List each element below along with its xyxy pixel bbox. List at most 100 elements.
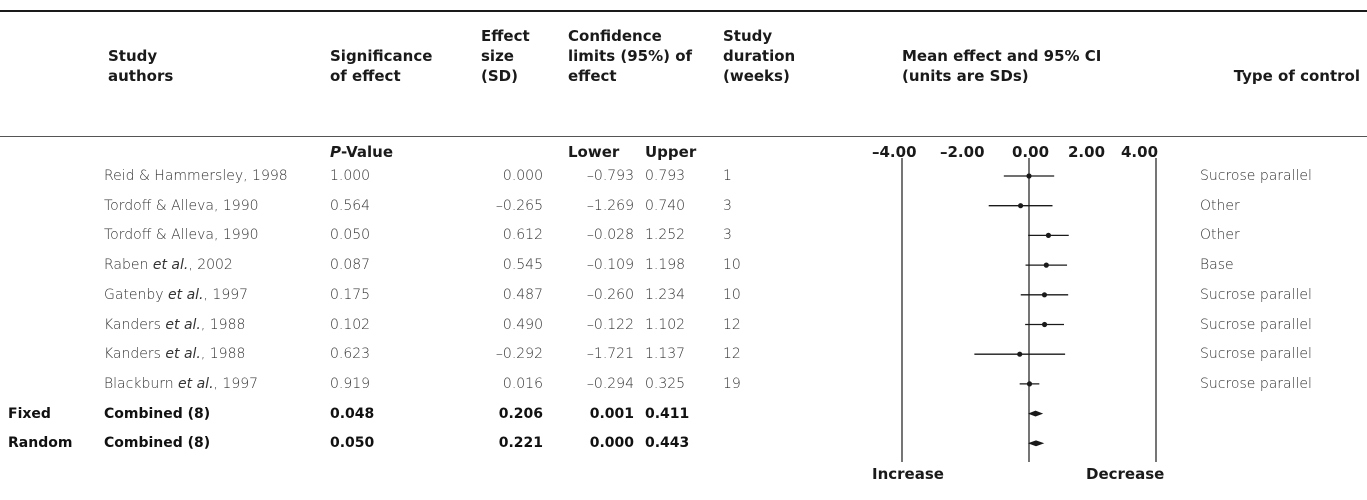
top-rule [0,10,1367,12]
row-duration: 10 [723,286,741,303]
row-upper: 1.137 [645,346,686,363]
row-prefix: Fixed [8,405,51,422]
row-pvalue: 0.175 [330,286,371,303]
row-upper: 0.443 [645,435,690,452]
row-lower: –0.294 [586,375,634,392]
row-effect-size: 0.490 [502,316,543,333]
row-duration: 3 [723,197,732,214]
axis-tick-label: –2.00 [940,143,985,161]
axis-tick-label: 0.00 [1012,143,1050,161]
row-control: Sucrose parallel [1200,346,1312,363]
row-duration: 12 [723,346,741,363]
row-duration: 1 [723,168,732,184]
header-significance: Significance of effect [330,47,433,85]
subheader-pvalue: P-Value [330,143,393,161]
row-pvalue: 0.087 [330,257,371,274]
row-author: Tordoff & Alleva, 1990 [104,197,259,214]
row-effect-size: 0.487 [502,286,543,303]
axis-tick-label: –4.00 [872,143,917,161]
et-al: et al. [165,316,201,333]
row-duration: 10 [723,257,741,274]
header-rule [0,136,1367,137]
effect-point [1026,381,1033,387]
row-pvalue: 0.048 [330,405,375,422]
axis-tick-label: 2.00 [1068,143,1106,161]
row-effect-size: 0.016 [502,375,543,392]
row-upper: 0.740 [645,197,686,214]
row-control: Sucrose parallel [1200,316,1312,333]
row-control: Sucrose parallel [1200,375,1312,392]
effect-point [1041,292,1048,298]
row-upper: 1.102 [645,316,686,333]
row-author: Kanders et al., 1988 [104,316,246,333]
subheader-lower: Lower [568,143,620,161]
row-author: Blackburn et al., 1997 [104,375,259,392]
row-pvalue: 0.050 [330,227,371,244]
header-effect-size: Effect size (SD) [481,27,530,85]
effect-point [1043,262,1049,268]
effect-point [1017,203,1024,209]
row-effect-size: –0.292 [495,346,543,363]
row-lower: –0.109 [586,257,634,274]
row-duration: 3 [723,227,732,244]
row-pvalue: 0.050 [330,435,375,452]
row-author: Reid & Hammersley, 1998 [104,168,288,184]
row-lower: –0.260 [586,286,634,303]
footer-decrease: Decrease [1086,465,1165,483]
row-control: Other [1200,197,1240,214]
effect-point [1017,351,1023,357]
row-upper: 1.234 [645,286,686,303]
row-duration: 19 [723,375,741,392]
row-upper: 1.252 [645,227,686,244]
effect-point [1041,321,1048,328]
pvalue-rest: -Value [341,143,394,161]
row-upper: 0.325 [645,375,686,392]
row-author: Tordoff & Alleva, 1990 [104,227,259,244]
row-upper: 0.411 [645,405,690,422]
axis-tick-label: 4.00 [1121,143,1159,161]
header-mean-effect: Mean effect and 95% CI (units are SDs) [902,47,1102,85]
row-lower: –1.721 [586,346,634,363]
row-control: Base [1200,257,1234,274]
pvalue-italic: P [330,143,341,161]
row-pvalue: 0.102 [330,316,371,333]
row-lower: –1.269 [586,197,634,214]
row-pvalue: 1.000 [330,168,371,184]
row-author: Combined (8) [104,405,211,422]
combined-diamond [1027,410,1044,417]
subheader-upper: Upper [645,143,697,161]
row-duration: 12 [723,316,741,333]
row-effect-size: 0.221 [498,435,543,452]
effect-point [1026,173,1032,179]
row-lower: –0.122 [586,316,634,333]
et-al: et al. [152,257,189,274]
header-duration: Study duration (weeks) [723,27,796,85]
header-control: Type of control [1233,67,1360,85]
header-authors: Study authors [108,47,174,85]
et-al: et al. [165,346,201,363]
et-al: et al. [178,375,214,392]
row-effect-size: 0.545 [502,257,543,274]
row-pvalue: 0.919 [330,375,371,392]
row-pvalue: 0.623 [330,346,371,363]
header-confidence: Confidence limits (95%) of effect [568,27,693,85]
row-author: Raben et al., 2002 [104,257,233,274]
et-al: et al. [168,286,204,303]
combined-diamond [1027,440,1045,447]
row-effect-size: 0.206 [498,405,543,422]
row-upper: 1.198 [645,257,686,274]
row-effect-size: 0.612 [502,227,543,244]
row-author: Kanders et al., 1988 [104,346,246,363]
row-lower: 0.001 [589,405,634,422]
row-effect-size: –0.265 [495,197,543,214]
row-prefix: Random [8,435,73,452]
row-pvalue: 0.564 [330,197,371,214]
row-control: Sucrose parallel [1200,168,1312,184]
effect-point [1045,232,1052,238]
row-lower: 0.000 [589,435,634,452]
row-control: Other [1200,227,1240,244]
row-author: Combined (8) [104,435,211,452]
row-effect-size: 0.000 [502,168,543,184]
row-lower: –0.793 [586,168,634,184]
